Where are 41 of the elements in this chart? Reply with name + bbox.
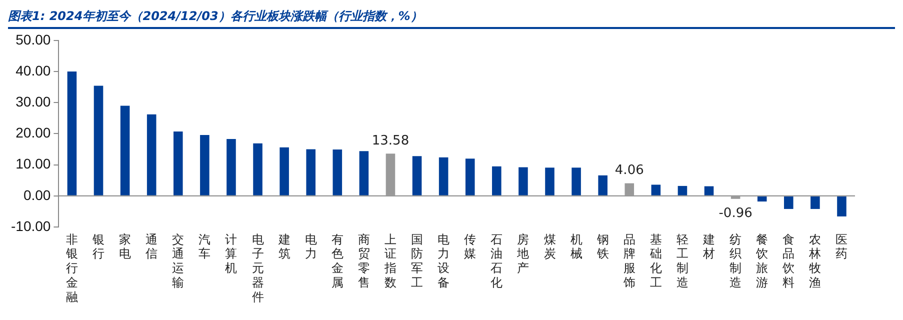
y-tick-label: -10.00 xyxy=(10,218,51,234)
x-tick-label: 纺织制造 xyxy=(730,232,742,290)
x-tick-label: 煤炭 xyxy=(544,232,556,261)
x-tick-label: 家电 xyxy=(119,232,132,261)
x-tick-label: 建筑 xyxy=(277,232,290,261)
x-tick-label: 电力设备 xyxy=(438,232,450,290)
x-tick-label: 传媒 xyxy=(464,232,476,261)
x-tick-label: 国防军工 xyxy=(411,232,424,290)
x-tick-label: 银行 xyxy=(92,232,105,261)
x-tick-label: 石油石化 xyxy=(490,232,503,290)
y-tick-label: 10.00 xyxy=(16,156,51,172)
x-tick-label: 交通运输 xyxy=(172,232,184,290)
x-tick-label: 商贸零售 xyxy=(358,232,370,290)
x-tick-label: 通信 xyxy=(146,232,158,261)
chart-title: 图表1: 2024年初至今（2024/12/03）各行业板块涨跌幅（行业指数，%） xyxy=(8,8,895,29)
x-tick-label: 电力 xyxy=(304,232,317,261)
y-tick-label: 50.00 xyxy=(16,31,51,48)
x-tick-label: 电子元器件 xyxy=(252,232,264,304)
x-tick-label: 非银行金融 xyxy=(64,232,78,304)
x-tick-label: 计算机 xyxy=(225,232,238,276)
y-tick-label: 30.00 xyxy=(16,93,51,110)
x-tick-label: 食品饮料 xyxy=(782,232,795,290)
x-tick-label: 汽车 xyxy=(198,232,211,261)
x-tick-label: 品牌服饰 xyxy=(622,232,636,290)
y-tick-label: 40.00 xyxy=(16,62,51,78)
x-tick-label: 农林牧渔 xyxy=(808,232,822,290)
data-label: 4.06 xyxy=(614,163,644,178)
x-tick-label: 基础化工 xyxy=(648,232,662,290)
data-label: -0.96 xyxy=(718,206,752,221)
y-tick-label: 0.00 xyxy=(23,186,51,203)
x-tick-label: 建材 xyxy=(702,232,716,261)
x-tick-label: 机械 xyxy=(570,232,582,261)
x-tick-label: 房地产 xyxy=(516,232,530,276)
x-tick-label: 钢铁 xyxy=(596,232,609,261)
x-tick-label: 餐饮旅游 xyxy=(755,232,768,290)
y-tick-label: 20.00 xyxy=(16,124,51,141)
x-tick-label: 上证指数 xyxy=(383,232,396,290)
x-tick-label: 医药 xyxy=(836,232,848,261)
x-tick-label: 轻工制造 xyxy=(676,232,688,290)
x-tick-label: 有色金属 xyxy=(331,232,344,290)
data-label: 13.58 xyxy=(372,134,410,149)
